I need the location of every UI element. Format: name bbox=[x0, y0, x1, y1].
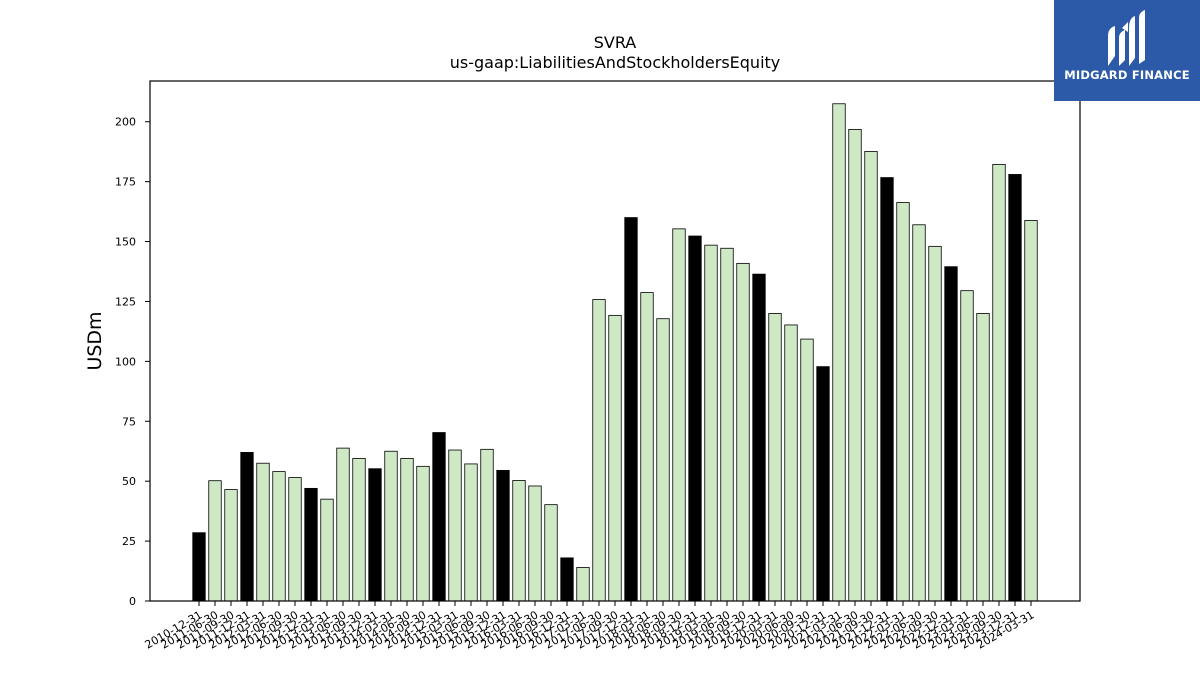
bar-2021-12-31 bbox=[880, 177, 894, 602]
bar-2018-06-30 bbox=[656, 318, 670, 602]
bar-2017-09-30 bbox=[608, 314, 622, 602]
bar-2020-03-31 bbox=[768, 313, 782, 602]
y-tick-label: 25 bbox=[122, 535, 136, 548]
bar-2017-06-30 bbox=[592, 299, 606, 602]
bar-2020-06-30 bbox=[784, 324, 798, 602]
brand-name: MIDGARD FINANCE bbox=[1064, 68, 1190, 82]
bar-2015-09-30 bbox=[480, 448, 494, 602]
bar-2022-06-30 bbox=[912, 224, 926, 602]
chart-subtitle: us-gaap:LiabilitiesAndStockholdersEquity bbox=[450, 53, 781, 72]
bar-2016-06-30 bbox=[528, 485, 542, 602]
bar-2023-03-31 bbox=[960, 290, 974, 602]
bar-2014-09-30 bbox=[416, 465, 430, 602]
bar-2012-09-30 bbox=[288, 477, 302, 602]
y-tick-label: 75 bbox=[122, 415, 136, 428]
bar-2018-03-31 bbox=[640, 292, 654, 602]
y-tick-label: 125 bbox=[115, 295, 136, 308]
bar-2013-03-31 bbox=[320, 498, 334, 602]
bar-2022-09-30 bbox=[928, 245, 942, 602]
bar-2023-12-31 bbox=[1008, 174, 1022, 602]
chart-title: SVRA bbox=[594, 33, 637, 52]
bar-2010-12-31 bbox=[192, 532, 206, 602]
y-axis-label: USDm bbox=[84, 311, 106, 370]
bar-2020-09-30 bbox=[800, 338, 814, 602]
y-axis-ticks: 0 25 50 75 100 125 150 175 200 bbox=[115, 116, 150, 608]
bar-2021-03-31 bbox=[832, 103, 846, 602]
bar-2011-09-30 bbox=[224, 489, 238, 602]
bar-2020-12-31 bbox=[816, 366, 830, 602]
bar-2015-12-31 bbox=[496, 469, 510, 602]
bar-2014-12-31 bbox=[432, 432, 446, 602]
y-tick-label: 100 bbox=[115, 355, 136, 368]
bar-2018-09-30 bbox=[672, 228, 686, 602]
y-tick-label: 200 bbox=[115, 116, 136, 129]
bar-2016-09-30 bbox=[544, 504, 558, 602]
bar-2021-06-30 bbox=[848, 129, 862, 602]
bar-2013-09-30 bbox=[352, 458, 366, 602]
bar-2017-12-31 bbox=[624, 217, 638, 602]
bar-2019-03-31 bbox=[704, 244, 718, 602]
bar-2022-12-31 bbox=[944, 266, 958, 602]
bar-2016-12-31 bbox=[560, 557, 574, 602]
bar-2022-03-31 bbox=[896, 202, 910, 602]
x-axis-ticks: 2010-12-312011-06-302011-09-302011-12-31… bbox=[143, 601, 1037, 652]
bar-2011-06-30 bbox=[208, 480, 222, 602]
bar-2024-03-31 bbox=[1024, 220, 1038, 602]
bar-2019-12-31 bbox=[752, 273, 766, 602]
bar-2012-06-30 bbox=[272, 471, 286, 602]
brand-mark-icon bbox=[1108, 10, 1145, 66]
bar-2023-06-30 bbox=[976, 313, 990, 602]
bar-2015-06-30 bbox=[464, 463, 478, 602]
y-tick-label: 0 bbox=[129, 595, 136, 608]
bar-2019-09-30 bbox=[736, 262, 750, 602]
bar-2015-03-31 bbox=[448, 449, 462, 602]
bar-2019-06-30 bbox=[720, 247, 734, 602]
bar-2023-09-30 bbox=[992, 163, 1006, 602]
bar-2013-06-30 bbox=[336, 447, 350, 602]
bar-series bbox=[192, 103, 1038, 602]
bar-2013-12-31 bbox=[368, 468, 382, 602]
bar-2012-03-31 bbox=[256, 462, 270, 602]
bar-2014-03-31 bbox=[384, 450, 398, 602]
bar-2014-06-30 bbox=[400, 458, 414, 602]
bar-2017-03-31 bbox=[576, 567, 590, 602]
bar-2018-12-31 bbox=[688, 235, 702, 602]
plot-frame bbox=[149, 80, 1081, 602]
bar-2012-12-31 bbox=[304, 487, 318, 602]
y-tick-label: 175 bbox=[115, 176, 136, 189]
y-tick-label: 50 bbox=[122, 475, 136, 488]
bar-2021-09-30 bbox=[864, 151, 878, 602]
y-tick-label: 150 bbox=[115, 236, 136, 249]
bar-2011-12-31 bbox=[240, 452, 254, 602]
brand-logo: MIDGARD FINANCE bbox=[1054, 0, 1200, 101]
bar-2016-03-31 bbox=[512, 480, 526, 602]
